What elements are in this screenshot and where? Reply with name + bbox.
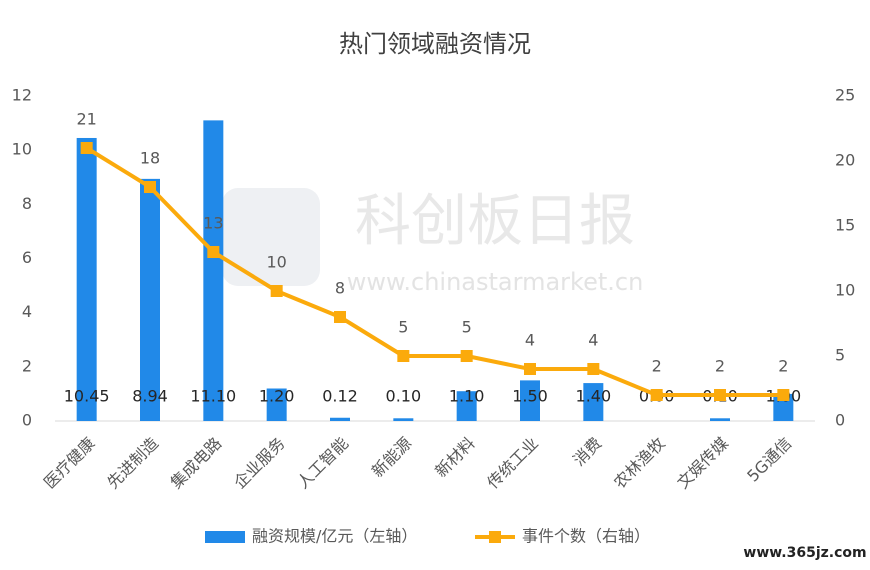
watermark-text: 科创板日报 [355, 189, 635, 254]
bar-value-label: 1.10 [449, 387, 485, 406]
legend-label: 融资规模/亿元（左轴） [252, 527, 417, 546]
y2-tick-label: 20 [835, 151, 855, 170]
bar-value-label: 1.50 [512, 387, 548, 406]
bar [203, 120, 224, 421]
bar [710, 418, 730, 421]
bar [456, 391, 477, 421]
line-value-label: 8 [335, 279, 345, 298]
line-marker [334, 311, 346, 323]
y-tick-label: 0 [22, 411, 32, 430]
line-marker [524, 363, 536, 375]
line-value-label: 18 [140, 149, 160, 168]
bar [393, 418, 414, 421]
bar-value-label: 10.45 [64, 387, 110, 406]
line-value-label: 4 [525, 331, 535, 350]
line-value-label: 2 [715, 357, 725, 376]
line-value-label: 2 [652, 357, 662, 376]
y2-tick-label: 0 [835, 411, 845, 430]
y-tick-label: 6 [22, 248, 32, 267]
y2-tick-label: 5 [835, 346, 845, 365]
bar [520, 380, 540, 421]
line [85, 146, 784, 397]
line-value-label: 2 [778, 357, 788, 376]
legend-swatch [489, 531, 501, 543]
line-marker [650, 389, 663, 401]
line-marker [270, 285, 283, 297]
line-value-label: 5 [462, 318, 472, 337]
line-value-label: 13 [203, 214, 223, 233]
line-value-label: 21 [76, 110, 96, 129]
y2-tick-label: 15 [835, 216, 855, 235]
line-marker [777, 389, 790, 401]
line-marker [80, 142, 93, 154]
bar [583, 383, 604, 421]
line-marker [714, 389, 726, 401]
line-marker [460, 350, 473, 362]
watermark-logo [222, 188, 320, 286]
line-value-label: 4 [588, 331, 598, 350]
legend-label: 事件个数（右轴） [522, 527, 650, 546]
legend-swatch [205, 531, 245, 543]
line-marker [587, 363, 600, 375]
line-marker [207, 246, 220, 258]
site-watermark: www.365jz.com [743, 545, 866, 561]
bar-value-label: 1.20 [259, 387, 295, 406]
line-value-label: 5 [398, 318, 408, 337]
y2-tick-label: 25 [835, 86, 855, 105]
bar-value-label: 0.12 [322, 387, 358, 406]
y2-tick-label: 10 [835, 281, 855, 300]
y-tick-label: 10 [12, 140, 32, 159]
line-value-label: 10 [266, 253, 286, 272]
y-tick-label: 12 [12, 86, 32, 105]
watermark-url: www.chinastarmarket.cn [347, 268, 644, 296]
bar-value-label: 0.10 [386, 387, 422, 406]
bar [76, 137, 97, 421]
bar-value-label: 1.40 [576, 387, 612, 406]
line-marker [144, 181, 156, 193]
bar [140, 178, 160, 421]
bar-value-label: 11.10 [190, 387, 236, 406]
y-tick-label: 2 [22, 356, 32, 375]
y-tick-label: 4 [22, 302, 32, 321]
bar [266, 388, 287, 421]
y-tick-label: 8 [22, 194, 32, 213]
bar-value-label: 8.94 [132, 387, 168, 406]
chart-title: 热门领域融资情况 [339, 30, 531, 58]
line-marker [397, 350, 410, 362]
bar [330, 417, 350, 421]
